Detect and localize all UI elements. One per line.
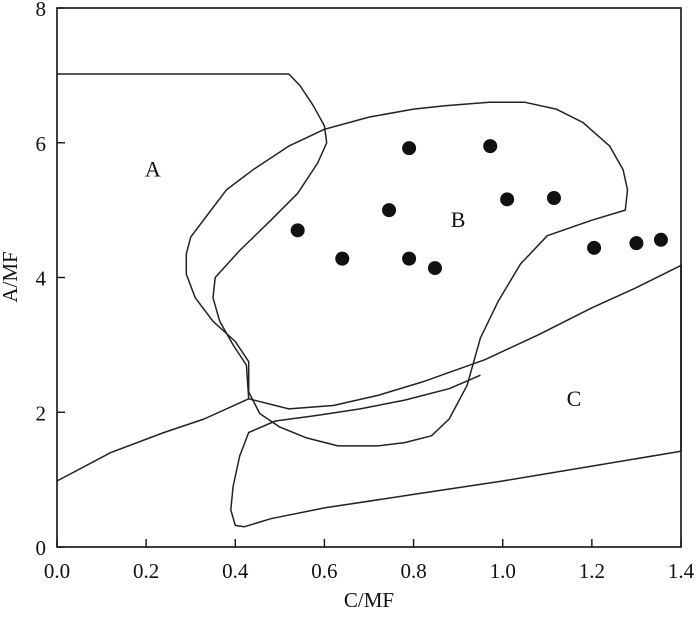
x-tick-label: 0.2 xyxy=(133,559,159,583)
x-tick-label: 0.0 xyxy=(44,559,70,583)
data-point xyxy=(402,141,417,156)
y-tick-label: 0 xyxy=(36,536,47,560)
x-tick-label: 0.4 xyxy=(222,559,249,583)
region-c-label: C xyxy=(567,386,582,411)
y-tick-label: 6 xyxy=(36,132,47,156)
y-tick-label: 4 xyxy=(36,267,47,291)
region-a-boundary xyxy=(56,73,328,482)
data-point xyxy=(483,139,498,154)
region-a-label: A xyxy=(145,157,161,182)
x-tick-label: 0.6 xyxy=(311,559,337,583)
data-point xyxy=(546,190,561,205)
x-tick-label: 0.8 xyxy=(400,559,426,583)
y-axis-label: A/MF xyxy=(0,251,22,302)
region-labels: A B C xyxy=(145,157,581,411)
x-tick-label: 1.4 xyxy=(668,559,695,583)
x-axis-ticks: 0.0 0.2 0.4 0.6 0.8 1.0 1.2 1.4 xyxy=(44,539,695,583)
region-boundaries xyxy=(56,73,682,528)
y-axis-ticks: 0 2 4 6 8 xyxy=(36,0,65,560)
data-point xyxy=(500,192,515,207)
data-points xyxy=(290,139,668,276)
x-axis-label: C/MF xyxy=(344,588,394,612)
data-point xyxy=(629,236,644,251)
data-point xyxy=(427,261,442,276)
data-point xyxy=(653,232,668,247)
data-point xyxy=(335,251,350,266)
region-b-label: B xyxy=(451,207,466,232)
region-b-boundary xyxy=(185,101,629,447)
region-c-boundary xyxy=(230,264,682,528)
data-point xyxy=(587,240,602,255)
data-point xyxy=(382,203,397,218)
x-tick-label: 1.0 xyxy=(490,559,516,583)
x-tick-label: 1.2 xyxy=(579,559,605,583)
y-tick-label: 2 xyxy=(36,401,47,425)
y-tick-label: 8 xyxy=(36,0,47,21)
data-point xyxy=(402,251,417,266)
data-point xyxy=(290,223,305,238)
